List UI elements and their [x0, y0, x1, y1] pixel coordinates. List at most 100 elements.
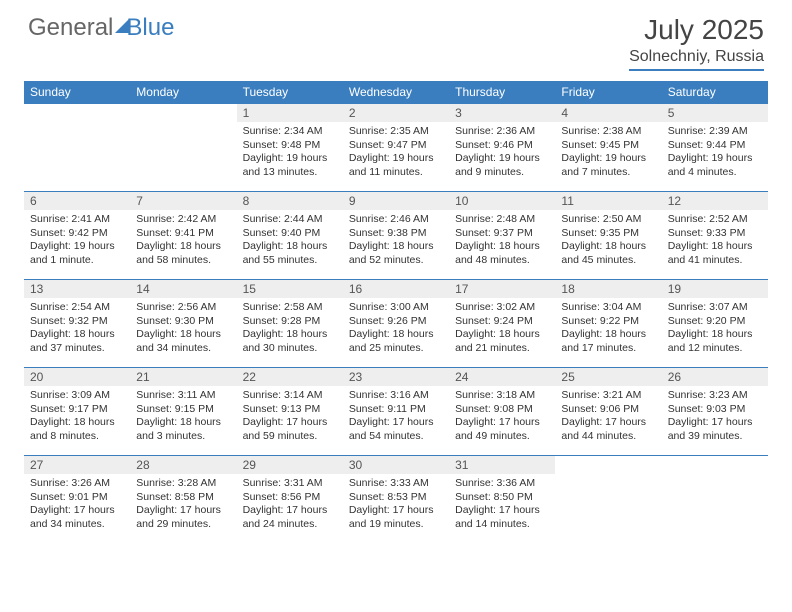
sunrise-text: Sunrise: 3:09 AM	[30, 389, 124, 403]
daylight-text: Daylight: 17 hours and 14 minutes.	[455, 504, 549, 531]
sunrise-text: Sunrise: 2:41 AM	[30, 213, 124, 227]
day-number: 2	[343, 104, 449, 122]
sunset-text: Sunset: 9:20 PM	[668, 315, 762, 329]
daylight-text: Daylight: 17 hours and 29 minutes.	[136, 504, 230, 531]
sunset-text: Sunset: 9:32 PM	[30, 315, 124, 329]
daylight-text: Daylight: 17 hours and 24 minutes.	[243, 504, 337, 531]
daylight-text: Daylight: 18 hours and 12 minutes.	[668, 328, 762, 355]
sunrise-text: Sunrise: 2:35 AM	[349, 125, 443, 139]
day-details: Sunrise: 3:18 AMSunset: 9:08 PMDaylight:…	[449, 386, 555, 448]
day-number: 25	[555, 368, 661, 386]
day-number: 5	[662, 104, 768, 122]
sunset-text: Sunset: 9:22 PM	[561, 315, 655, 329]
day-number: 8	[237, 192, 343, 210]
day-cell: 10Sunrise: 2:48 AMSunset: 9:37 PMDayligh…	[449, 192, 555, 280]
day-details: Sunrise: 2:39 AMSunset: 9:44 PMDaylight:…	[662, 122, 768, 184]
daylight-text: Daylight: 19 hours and 9 minutes.	[455, 152, 549, 179]
logo: General Blue	[28, 14, 174, 42]
sunset-text: Sunset: 9:42 PM	[30, 227, 124, 241]
sunset-text: Sunset: 9:41 PM	[136, 227, 230, 241]
day-cell: 6Sunrise: 2:41 AMSunset: 9:42 PMDaylight…	[24, 192, 130, 280]
weekday-header: Wednesday	[343, 81, 449, 104]
day-cell: 27Sunrise: 3:26 AMSunset: 9:01 PMDayligh…	[24, 456, 130, 544]
daylight-text: Daylight: 17 hours and 54 minutes.	[349, 416, 443, 443]
sunrise-text: Sunrise: 3:11 AM	[136, 389, 230, 403]
day-number: 19	[662, 280, 768, 298]
day-cell	[555, 456, 661, 544]
day-details: Sunrise: 3:21 AMSunset: 9:06 PMDaylight:…	[555, 386, 661, 448]
sunset-text: Sunset: 9:11 PM	[349, 403, 443, 417]
sunset-text: Sunset: 9:01 PM	[30, 491, 124, 505]
sunrise-text: Sunrise: 2:44 AM	[243, 213, 337, 227]
sunset-text: Sunset: 9:06 PM	[561, 403, 655, 417]
title-block: July 2025 Solnechniy, Russia	[629, 14, 764, 71]
day-number: 9	[343, 192, 449, 210]
sunrise-text: Sunrise: 3:28 AM	[136, 477, 230, 491]
weekday-header: Tuesday	[237, 81, 343, 104]
day-number: 20	[24, 368, 130, 386]
sunrise-text: Sunrise: 2:42 AM	[136, 213, 230, 227]
day-number: 21	[130, 368, 236, 386]
day-details: Sunrise: 3:07 AMSunset: 9:20 PMDaylight:…	[662, 298, 768, 360]
sunrise-text: Sunrise: 2:34 AM	[243, 125, 337, 139]
day-cell: 5Sunrise: 2:39 AMSunset: 9:44 PMDaylight…	[662, 104, 768, 192]
day-cell: 14Sunrise: 2:56 AMSunset: 9:30 PMDayligh…	[130, 280, 236, 368]
day-details: Sunrise: 3:11 AMSunset: 9:15 PMDaylight:…	[130, 386, 236, 448]
day-number: 26	[662, 368, 768, 386]
daylight-text: Daylight: 17 hours and 34 minutes.	[30, 504, 124, 531]
sunrise-text: Sunrise: 2:48 AM	[455, 213, 549, 227]
day-cell: 25Sunrise: 3:21 AMSunset: 9:06 PMDayligh…	[555, 368, 661, 456]
day-number: 18	[555, 280, 661, 298]
day-details: Sunrise: 2:50 AMSunset: 9:35 PMDaylight:…	[555, 210, 661, 272]
weekday-header: Monday	[130, 81, 236, 104]
day-cell: 4Sunrise: 2:38 AMSunset: 9:45 PMDaylight…	[555, 104, 661, 192]
day-cell: 3Sunrise: 2:36 AMSunset: 9:46 PMDaylight…	[449, 104, 555, 192]
logo-text-1: General	[28, 14, 113, 42]
daylight-text: Daylight: 17 hours and 19 minutes.	[349, 504, 443, 531]
daylight-text: Daylight: 17 hours and 44 minutes.	[561, 416, 655, 443]
daylight-text: Daylight: 18 hours and 34 minutes.	[136, 328, 230, 355]
day-details: Sunrise: 2:44 AMSunset: 9:40 PMDaylight:…	[237, 210, 343, 272]
daylight-text: Daylight: 17 hours and 59 minutes.	[243, 416, 337, 443]
day-number: 17	[449, 280, 555, 298]
day-cell: 30Sunrise: 3:33 AMSunset: 8:53 PMDayligh…	[343, 456, 449, 544]
daylight-text: Daylight: 19 hours and 4 minutes.	[668, 152, 762, 179]
day-cell: 29Sunrise: 3:31 AMSunset: 8:56 PMDayligh…	[237, 456, 343, 544]
day-cell: 18Sunrise: 3:04 AMSunset: 9:22 PMDayligh…	[555, 280, 661, 368]
sunset-text: Sunset: 9:33 PM	[668, 227, 762, 241]
day-cell: 13Sunrise: 2:54 AMSunset: 9:32 PMDayligh…	[24, 280, 130, 368]
sunrise-text: Sunrise: 2:52 AM	[668, 213, 762, 227]
day-number: 15	[237, 280, 343, 298]
day-cell: 11Sunrise: 2:50 AMSunset: 9:35 PMDayligh…	[555, 192, 661, 280]
week-row: 20 Sunrise: 3:09 AMSunset: 9:17 PM Dayligh…	[24, 368, 768, 456]
sunrise-text: Sunrise: 3:16 AM	[349, 389, 443, 403]
sunset-text: Sunset: 8:58 PM	[136, 491, 230, 505]
location-label: Solnechniy, Russia	[629, 48, 764, 71]
sunset-text: Sunset: 9:26 PM	[349, 315, 443, 329]
day-details: Sunrise: 3:04 AMSunset: 9:22 PMDaylight:…	[555, 298, 661, 360]
daylight-text: Daylight: 18 hours and 3 minutes.	[136, 416, 230, 443]
weekday-header: Friday	[555, 81, 661, 104]
daylight-text: Daylight: 18 hours and 25 minutes.	[349, 328, 443, 355]
day-cell: 24Sunrise: 3:18 AMSunset: 9:08 PMDayligh…	[449, 368, 555, 456]
day-number: 31	[449, 456, 555, 474]
sunset-text: Sunset: 9:40 PM	[243, 227, 337, 241]
day-details: Sunrise: 2:58 AMSunset: 9:28 PMDaylight:…	[237, 298, 343, 360]
day-number: 6	[24, 192, 130, 210]
sunrise-text: Sunrise: 2:36 AM	[455, 125, 549, 139]
day-cell: 20Sunrise: 3:09 AMSunset: 9:17 PMDayligh…	[24, 368, 130, 456]
day-number: 13	[24, 280, 130, 298]
sunset-text: Sunset: 9:30 PM	[136, 315, 230, 329]
sunset-text: Sunset: 8:50 PM	[455, 491, 549, 505]
day-details: Sunrise: 3:31 AMSunset: 8:56 PMDaylight:…	[237, 474, 343, 536]
day-cell: 22Sunrise: 3:14 AMSunset: 9:13 PMDayligh…	[237, 368, 343, 456]
day-cell: 8Sunrise: 2:44 AMSunset: 9:40 PMDaylight…	[237, 192, 343, 280]
week-row: 6Sunrise: 2:41 AMSunset: 9:42 PMDaylight…	[24, 192, 768, 280]
day-cell: 12Sunrise: 2:52 AMSunset: 9:33 PMDayligh…	[662, 192, 768, 280]
sunset-text: Sunset: 9:17 PM	[30, 403, 124, 417]
day-number: 3	[449, 104, 555, 122]
day-details: Sunrise: 3:23 AMSunset: 9:03 PMDaylight:…	[662, 386, 768, 448]
day-cell	[130, 104, 236, 192]
sunrise-text: Sunrise: 3:02 AM	[455, 301, 549, 315]
sunset-text: Sunset: 9:13 PM	[243, 403, 337, 417]
